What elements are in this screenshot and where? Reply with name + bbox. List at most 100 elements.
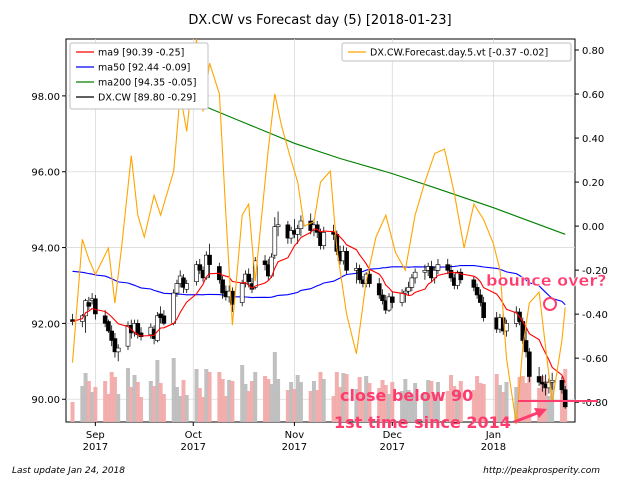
candle-body bbox=[262, 260, 268, 265]
volume-bar bbox=[478, 383, 483, 422]
candle-body bbox=[321, 232, 327, 246]
candle-body bbox=[93, 298, 98, 315]
volume-bar bbox=[207, 372, 212, 422]
right-tick-label: 0.60 bbox=[582, 90, 604, 101]
volume-bar bbox=[475, 376, 480, 422]
volume-bar bbox=[514, 387, 519, 422]
volume-bar bbox=[546, 396, 551, 422]
candle-body bbox=[109, 330, 114, 341]
candle-body bbox=[458, 271, 464, 281]
volume-bar bbox=[220, 379, 225, 422]
volume-bar bbox=[524, 383, 529, 422]
volume-bar bbox=[103, 381, 108, 422]
volume-bar bbox=[109, 372, 114, 422]
x-tick-label: 2018 bbox=[481, 442, 506, 453]
volume-bar bbox=[559, 389, 564, 422]
x-tick-label: Oct bbox=[185, 430, 202, 441]
annotation-bounce-over: bounce over? bbox=[486, 271, 607, 290]
volume-bar bbox=[86, 381, 91, 422]
candle-body bbox=[376, 283, 382, 296]
x-tick-label: Nov bbox=[285, 430, 305, 441]
volume-bar bbox=[93, 387, 98, 422]
volume-bar bbox=[445, 391, 450, 422]
left-tick-label: 94.00 bbox=[31, 244, 60, 255]
legend-left: ma9 [90.39 -0.25] ma50 [92.44 -0.09] ma2… bbox=[69, 42, 209, 110]
candle-body bbox=[422, 270, 428, 273]
volume-bar bbox=[243, 384, 248, 422]
volume-bar bbox=[158, 383, 163, 422]
candle-body bbox=[409, 277, 415, 288]
volume-bar bbox=[178, 396, 183, 422]
legend-forecast-label: DX.CW.Forecast.day.5.vt [-0.37 -0.02] bbox=[370, 48, 548, 59]
candle-body bbox=[481, 302, 486, 319]
x-tick-label: 2017 bbox=[83, 442, 108, 453]
candle-body bbox=[275, 224, 281, 228]
volume-bar bbox=[83, 373, 88, 422]
volume-bar bbox=[240, 365, 245, 422]
candle-body bbox=[540, 381, 545, 385]
candle-body bbox=[197, 264, 203, 271]
volume-bar bbox=[403, 379, 408, 422]
candle-body bbox=[536, 376, 542, 383]
volume-bar bbox=[155, 360, 160, 422]
volume-bar bbox=[285, 390, 290, 422]
volume-bar bbox=[354, 389, 359, 422]
volume-bar bbox=[429, 381, 434, 422]
candle-body bbox=[399, 292, 405, 303]
legend-ma200-label: ma200 [94.35 -0.05] bbox=[98, 78, 196, 89]
volume-bar bbox=[387, 394, 392, 422]
volume-bar bbox=[269, 384, 274, 422]
candle-body bbox=[106, 321, 111, 332]
candle-body bbox=[344, 251, 349, 271]
candle-body bbox=[527, 351, 532, 377]
volume-bar bbox=[367, 383, 372, 422]
candle-body bbox=[380, 294, 385, 301]
volume-bar bbox=[272, 352, 277, 422]
volume-bar bbox=[527, 363, 532, 422]
volume-bar bbox=[517, 377, 522, 422]
volume-bar bbox=[380, 380, 385, 422]
volume-bar bbox=[449, 375, 454, 422]
right-tick-label: 0.80 bbox=[582, 46, 604, 57]
candle-body bbox=[445, 264, 451, 271]
volume-bar bbox=[90, 392, 95, 422]
volume-bar bbox=[452, 386, 457, 422]
volume-bar bbox=[298, 382, 303, 422]
volume-bar bbox=[357, 377, 362, 422]
chart-title: DX.CW vs Forecast day (5) [2018-01-23] bbox=[188, 13, 451, 28]
right-tick-label: -0.40 bbox=[582, 310, 608, 321]
ma9-line bbox=[72, 228, 566, 383]
footer-url: http://peakprosperity.com bbox=[483, 466, 600, 476]
volume-bar bbox=[520, 376, 525, 422]
volume-bar bbox=[400, 391, 405, 422]
candle-body bbox=[298, 220, 304, 229]
candle-body bbox=[386, 296, 392, 311]
volume-bar bbox=[295, 375, 300, 422]
annotation-close-below-90: close below 90 bbox=[340, 386, 473, 405]
volume-bar bbox=[266, 379, 271, 422]
candle-body bbox=[406, 287, 411, 292]
volume-bar bbox=[494, 374, 499, 422]
x-tick-label: Jan bbox=[485, 430, 501, 441]
annotation-arrowhead bbox=[534, 408, 547, 418]
candle-body bbox=[252, 260, 258, 288]
volume-bar bbox=[331, 396, 336, 422]
volume-bar bbox=[125, 368, 130, 422]
volume-bar bbox=[334, 372, 339, 422]
volume-bar bbox=[390, 382, 395, 422]
annotation-bounce-circle bbox=[543, 297, 557, 311]
volume-bar bbox=[289, 382, 294, 422]
candle-body bbox=[184, 283, 190, 290]
candle-body bbox=[112, 338, 118, 353]
volume-bar bbox=[197, 388, 202, 422]
forecast-line bbox=[71, 38, 566, 425]
candle-body bbox=[115, 347, 121, 353]
volume-bar bbox=[70, 402, 75, 422]
right-tick-label: -0.80 bbox=[582, 398, 608, 409]
ma200-layer bbox=[193, 101, 566, 235]
x-tick-label: 2017 bbox=[380, 442, 405, 453]
volume-bar bbox=[116, 394, 121, 422]
volume-bar bbox=[338, 387, 343, 422]
volume-bar bbox=[161, 394, 166, 422]
volume-bar bbox=[455, 391, 460, 422]
